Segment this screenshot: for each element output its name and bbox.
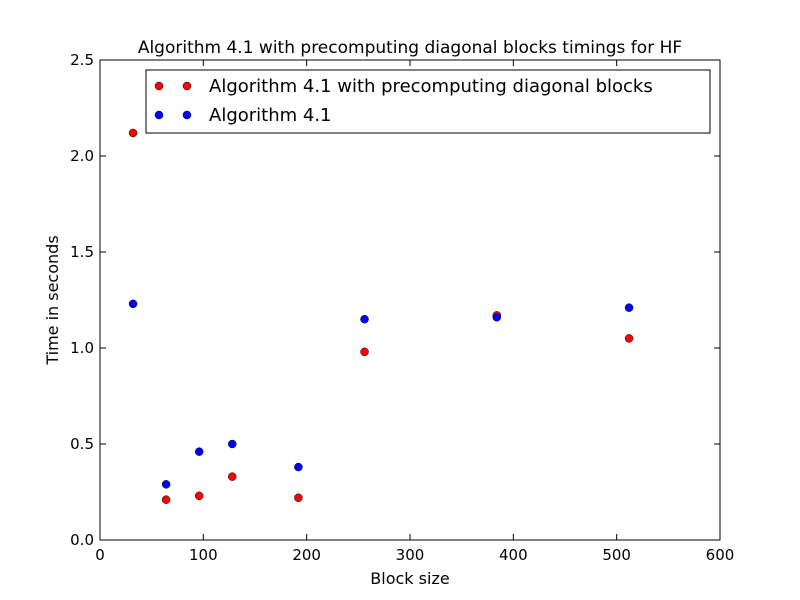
data-point-series-2	[128, 299, 138, 309]
y-tick-label: 0.5	[70, 435, 94, 453]
data-points	[128, 128, 634, 504]
x-tick-label: 400	[499, 546, 528, 564]
plot-area-frame	[99, 59, 721, 541]
data-point-series-1	[194, 491, 204, 501]
x-tick-label: 500	[602, 546, 631, 564]
data-point-series-1	[161, 495, 171, 504]
legend-marker-series-1	[182, 81, 192, 91]
x-tick-label: 100	[189, 546, 218, 564]
y-tick-label: 1.5	[70, 243, 94, 261]
data-point-series-1	[294, 493, 303, 503]
data-point-series-2	[228, 439, 237, 449]
legend-marker-series-2	[182, 110, 192, 120]
data-point-series-2	[492, 313, 502, 322]
legend-marker-series-1	[154, 81, 164, 91]
x-axis-label: Block size	[370, 569, 449, 588]
data-point-series-2	[161, 480, 171, 489]
x-tick-label: 200	[292, 546, 321, 564]
data-point-series-2	[360, 314, 369, 324]
data-point-series-1	[128, 128, 138, 138]
y-axis-label: Time in seconds	[43, 235, 62, 365]
x-tick-label: 0	[95, 546, 105, 564]
y-tick-label: 1.0	[70, 339, 94, 357]
x-tick-label: 300	[396, 546, 425, 564]
y-tick-label: 0.0	[70, 531, 94, 549]
chart-title: Algorithm 4.1 with precomputing diagonal…	[138, 38, 682, 58]
legend-label-series-2: Algorithm 4.1	[209, 105, 332, 126]
data-point-series-2	[624, 303, 634, 312]
axis-ticks: 0 100 200 300 400 500 600 0.0 0.5 1.0 1.5 2.0 2.5	[70, 51, 734, 564]
y-tick-label: 2.5	[70, 51, 94, 69]
data-point-series-2	[294, 462, 303, 472]
legend-marker-series-2	[154, 110, 164, 120]
y-tick-label: 2.0	[70, 147, 94, 165]
data-point-series-1	[360, 347, 369, 357]
legend: Algorithm 4.1 with precomputing diagonal…	[145, 69, 711, 134]
data-point-series-2	[194, 447, 204, 456]
x-tick-label: 600	[706, 546, 735, 564]
data-point-series-1	[228, 472, 237, 481]
legend-label-series-1: Algorithm 4.1 with precomputing diagonal…	[209, 76, 653, 97]
legend-box	[145, 69, 711, 134]
data-point-series-1	[624, 334, 634, 343]
